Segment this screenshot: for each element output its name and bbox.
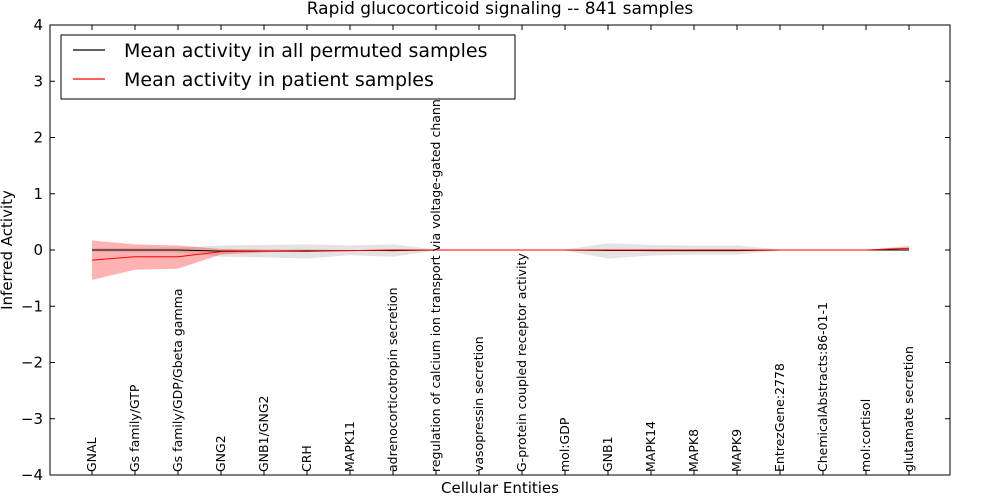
x-tick-label: CRH <box>299 445 314 472</box>
x-tick-label: Gs family/GTP <box>127 384 142 472</box>
x-tick-label: GNB1 <box>600 436 615 472</box>
x-tick-label: ChemicalAbstracts:86-01-1 <box>815 302 830 472</box>
x-tick-label: Gs family/GDP/Gbeta gamma <box>170 289 185 472</box>
y-tick-label: 4 <box>33 16 43 34</box>
confidence-bands <box>92 240 909 280</box>
legend: Mean activity in all permuted samples Me… <box>60 34 516 100</box>
x-tick-label: GNAL <box>84 437 99 472</box>
legend-label-permuted: Mean activity in all permuted samples <box>124 40 487 62</box>
y-tick-label: 2 <box>33 129 43 147</box>
x-tick-label: EntrezGene:2778 <box>772 363 787 472</box>
x-tick-label: MAPK8 <box>686 429 701 472</box>
x-tick-label: GNB1/GNG2 <box>256 396 271 472</box>
y-tick-label: 1 <box>33 185 43 203</box>
x-tick-label: G-protein coupled receptor activity <box>514 253 529 472</box>
chart-title: Rapid glucocorticoid signaling -- 841 sa… <box>307 0 694 19</box>
x-axis-label: Cellular Entities <box>441 479 559 497</box>
x-tick-label: mol:cortisol <box>858 399 873 472</box>
x-tick-label: MAPK9 <box>729 429 744 472</box>
x-tick-label: GNG2 <box>213 435 228 472</box>
x-tick-label: adrenocorticotropin secretion <box>385 287 400 472</box>
y-axis: −4 −3 −2 −1 0 1 2 3 4 <box>21 16 950 484</box>
y-tick-label: −2 <box>21 354 43 372</box>
x-tick-label: mol:GDP <box>557 417 572 472</box>
series-lines <box>91 247 910 261</box>
x-tick-label: glutamate secretion <box>901 346 916 472</box>
x-axis: GNAL Gs family/GTP Gs family/GDP/Gbeta gam… <box>84 25 916 475</box>
x-tick-label: MAPK14 <box>643 421 658 472</box>
y-tick-label: 3 <box>33 72 43 90</box>
y-tick-label: −3 <box>21 410 43 428</box>
y-tick-label: −4 <box>21 466 43 484</box>
y-tick-label: −1 <box>21 297 43 315</box>
y-axis-label: Inferred Activity <box>0 190 16 310</box>
plot-frame <box>49 24 951 476</box>
line-patient <box>91 247 910 261</box>
legend-label-patient: Mean activity in patient samples <box>124 69 434 91</box>
y-tick-label: 0 <box>33 241 43 259</box>
x-tick-label: regulation of calcium ion transport via … <box>428 88 443 472</box>
x-tick-label: vasopressin secretion <box>471 336 486 472</box>
legend-box <box>60 34 516 100</box>
band-permuted <box>92 243 909 259</box>
x-tick-label: MAPK11 <box>342 421 357 472</box>
